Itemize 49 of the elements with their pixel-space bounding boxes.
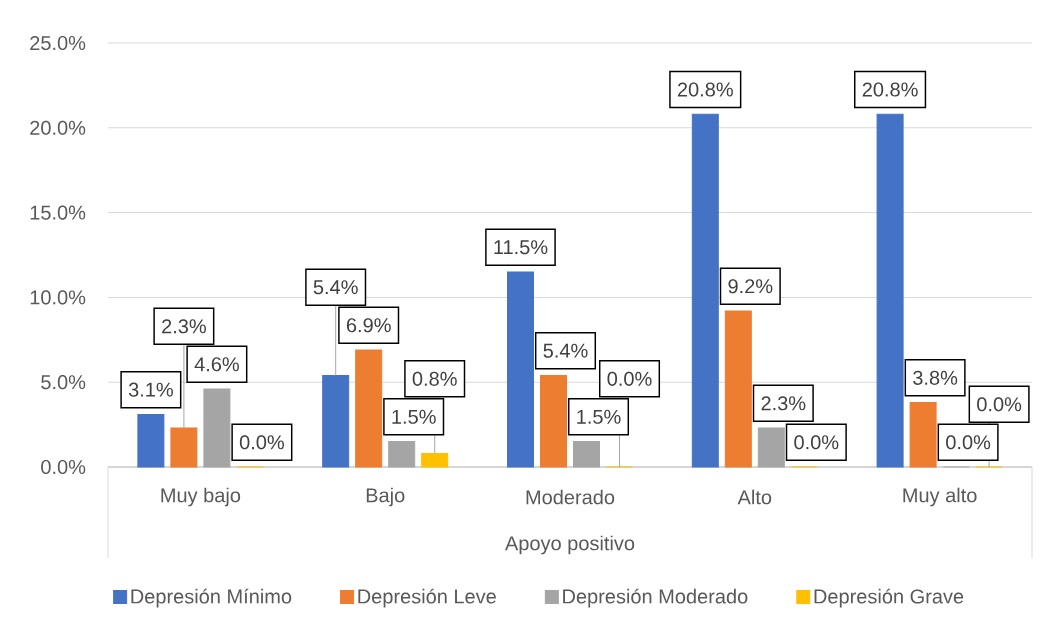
data-label: 11.5%: [494, 240, 548, 255]
bar: [876, 113, 904, 468]
bar: [388, 441, 416, 468]
data-label: 20.8%: [862, 82, 918, 97]
data-label: 2.3%: [162, 319, 206, 334]
data-label: 9.2%: [728, 279, 773, 294]
bar: [322, 374, 350, 468]
legend-label: Depresión Moderado: [563, 588, 748, 608]
data-label: 3.1%: [128, 382, 173, 397]
bar: [724, 310, 752, 468]
x-tick-label: Alto: [737, 489, 772, 505]
data-label: 2.3%: [761, 396, 806, 411]
y-tick-label: 10.0%: [30, 290, 86, 305]
data-label: 5.4%: [313, 280, 358, 295]
bar: [170, 427, 198, 468]
bar: [421, 452, 449, 468]
data-label: 4.6%: [194, 357, 239, 372]
data-label: 1.5%: [577, 409, 621, 424]
data-label: 3.8%: [913, 370, 958, 385]
bar: [691, 113, 719, 468]
y-tick-label: 0.0%: [41, 459, 86, 475]
data-label: 0.0%: [977, 397, 1022, 412]
data-label: 0.0%: [239, 435, 284, 450]
data-label: 5.4%: [543, 343, 588, 358]
y-tick-label: 15.0%: [30, 205, 86, 220]
x-axis-title: Apoyo positivo: [505, 535, 635, 555]
bar: [137, 413, 165, 468]
y-tick-label: 20.0%: [30, 120, 86, 135]
data-label: 6.9%: [346, 318, 391, 333]
legend-label: Depresión Leve: [358, 588, 496, 608]
data-label: 0.0%: [607, 371, 652, 386]
legend-label: Depresión Mínimo: [131, 588, 292, 608]
x-tick-label: Muy alto: [903, 487, 977, 507]
data-label: 0.0%: [794, 435, 839, 450]
bar: [506, 271, 534, 468]
x-tick-label: Muy bajo: [161, 487, 241, 507]
y-tick-label: 25.0%: [30, 35, 86, 51]
bar: [355, 349, 383, 468]
bar: [203, 388, 231, 468]
data-label: 0.8%: [412, 371, 457, 386]
legend-label: Depresión Grave: [814, 588, 964, 608]
data-label: 0.0%: [946, 435, 991, 450]
x-tick-label: Bajo: [366, 487, 405, 507]
data-label: 1.5%: [392, 409, 436, 424]
y-tick-label: 5.0%: [41, 375, 86, 390]
x-tick-label: Moderado: [526, 489, 615, 505]
bar: [540, 374, 567, 468]
bar: [573, 441, 600, 468]
data-label: 20.8%: [677, 82, 733, 97]
